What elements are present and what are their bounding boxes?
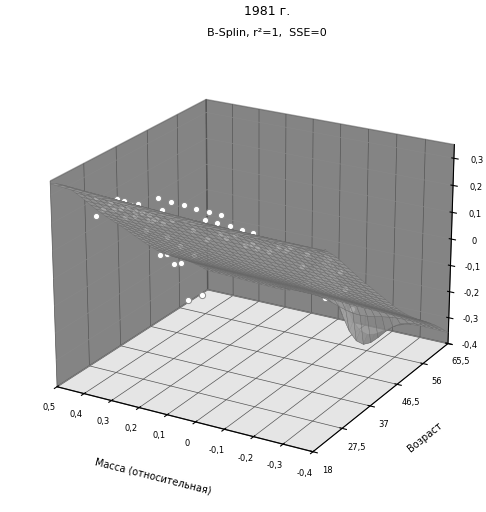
- X-axis label: Масса (относительная): Масса (относительная): [93, 457, 212, 496]
- Text: B-Splin, r²=1,  SSE=0: B-Splin, r²=1, SSE=0: [208, 28, 327, 38]
- Text: 1981 г.: 1981 г.: [244, 5, 291, 18]
- Y-axis label: Возраст: Возраст: [406, 420, 444, 454]
